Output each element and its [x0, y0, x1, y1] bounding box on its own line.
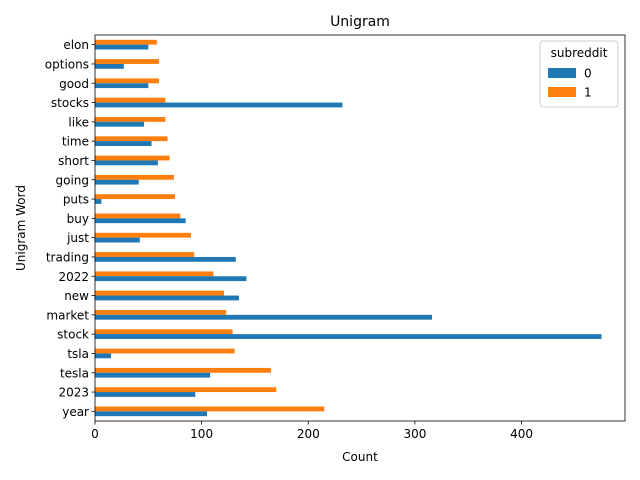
- y-tick-label: just: [66, 231, 89, 245]
- x-axis-label: Count: [342, 450, 378, 464]
- bar-2023-series-1: [95, 387, 277, 393]
- bar-year-series-1: [95, 406, 325, 412]
- y-tick-label: elon: [63, 38, 89, 52]
- bar-elon-series-1: [95, 39, 157, 45]
- legend: subreddit 0 1: [539, 40, 619, 108]
- bar-stock-series-1: [95, 329, 233, 335]
- y-tick-label: good: [59, 77, 89, 91]
- bar-tesla-series-0: [95, 372, 211, 378]
- bar-year-series-0: [95, 411, 207, 417]
- legend-label-1: 1: [584, 86, 592, 100]
- x-tick-label: 0: [91, 427, 99, 441]
- y-tick-label: 2023: [58, 386, 89, 400]
- bar-buy-series-1: [95, 213, 181, 219]
- legend-label-0: 0: [584, 67, 592, 81]
- y-tick-label: new: [64, 289, 89, 303]
- bar-puts-series-1: [95, 194, 175, 200]
- y-tick-label: buy: [67, 212, 89, 226]
- bar-good-series-1: [95, 78, 159, 84]
- bar-time-series-0: [95, 141, 152, 146]
- bar-short-series-1: [95, 155, 170, 161]
- bar-stocks-series-0: [95, 102, 343, 108]
- bar-buy-series-0: [95, 218, 186, 224]
- legend-swatch-1: [548, 87, 576, 97]
- plot-frame: [94, 34, 626, 422]
- y-tick-label: tesla: [60, 366, 89, 380]
- y-axis: year 2023 tesla tsla stock market new 2022 tradi…: [45, 38, 95, 419]
- x-axis: 0 100 200 300 400: [91, 421, 533, 441]
- bar-new-series-0: [95, 295, 239, 301]
- y-tick-label: options: [45, 57, 89, 71]
- legend-title: subreddit: [551, 46, 608, 60]
- bar-short-series-0: [95, 160, 158, 166]
- bar-stock-series-0: [95, 334, 602, 339]
- bar-market-series-0: [95, 314, 432, 320]
- bar-just-series-1: [95, 232, 191, 238]
- bar-tsla-series-1: [95, 348, 235, 354]
- bar-going-series-0: [95, 179, 139, 185]
- y-tick-label: short: [58, 154, 89, 168]
- y-tick-label: going: [55, 173, 89, 187]
- bar-stocks-series-1: [95, 97, 166, 103]
- bar-options-series-0: [95, 63, 124, 69]
- bars-group: [95, 39, 602, 417]
- y-tick-label: tsla: [67, 347, 89, 361]
- x-tick-label: 200: [297, 427, 320, 441]
- bar-going-series-1: [95, 174, 174, 180]
- y-tick-label: market: [46, 308, 89, 322]
- bar-like-series-0: [95, 121, 145, 127]
- bar-2023-series-0: [95, 392, 196, 397]
- y-tick-label: puts: [63, 193, 89, 207]
- bar-2022-series-1: [95, 271, 214, 277]
- bar-trading-series-0: [95, 256, 236, 262]
- bar-time-series-1: [95, 136, 168, 142]
- bar-elon-series-0: [95, 44, 149, 50]
- bar-tesla-series-1: [95, 367, 271, 373]
- y-tick-label: like: [68, 115, 89, 129]
- bar-market-series-1: [95, 310, 227, 315]
- bar-2022-series-0: [95, 276, 247, 282]
- chart-title: Unigram: [330, 14, 390, 30]
- y-tick-label: stocks: [51, 96, 89, 110]
- bar-good-series-0: [95, 83, 149, 89]
- bar-new-series-1: [95, 290, 225, 296]
- bar-tsla-series-0: [95, 353, 111, 359]
- legend-swatch-0: [548, 68, 576, 78]
- x-tick-label: 100: [190, 427, 213, 441]
- y-tick-label: 2022: [58, 270, 89, 284]
- bar-options-series-1: [95, 59, 159, 64]
- x-tick-label: 400: [510, 427, 533, 441]
- y-tick-label: trading: [46, 250, 89, 264]
- bar-like-series-1: [95, 117, 166, 122]
- bar-puts-series-0: [95, 199, 102, 204]
- y-tick-label: year: [62, 405, 89, 419]
- bar-trading-series-1: [95, 252, 195, 257]
- bar-just-series-0: [95, 237, 140, 243]
- y-tick-label: stock: [57, 328, 89, 342]
- x-tick-label: 300: [403, 427, 426, 441]
- y-axis-label: Unigram Word: [14, 185, 28, 271]
- y-tick-label: time: [62, 135, 89, 149]
